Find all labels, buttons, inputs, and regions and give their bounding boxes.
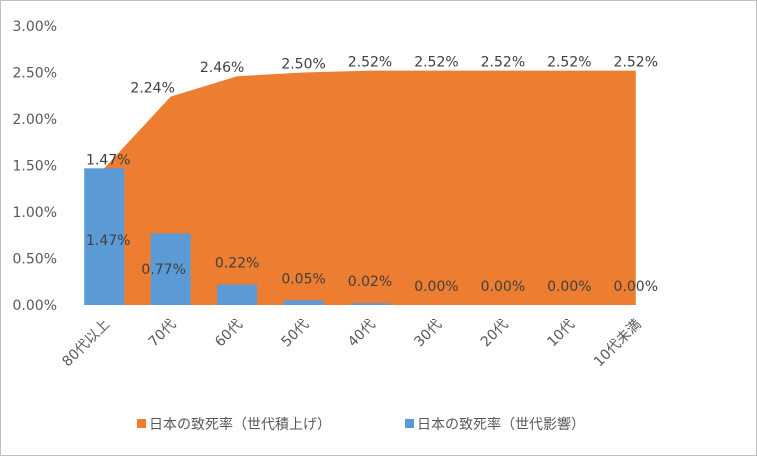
area-series-cumulative [104, 70, 636, 305]
bar-data-label: 0.05% [281, 271, 325, 287]
y-tick-label: 2.00% [13, 112, 57, 128]
x-tick-label: 50代 [279, 317, 313, 351]
area-data-label: 2.46% [200, 60, 244, 76]
legend-label: 日本の致死率（世代積上げ） [149, 416, 331, 433]
bar-data-label: 0.02% [348, 274, 392, 290]
area-data-label: 2.52% [481, 55, 525, 71]
bar-data-label: 0.00% [481, 279, 525, 295]
area-data-label: 1.47% [86, 152, 130, 168]
area-data-label: 2.52% [547, 55, 591, 71]
y-tick-label: 1.50% [13, 159, 57, 175]
legend-swatch [137, 419, 146, 428]
bar-4 [283, 300, 324, 305]
y-tick-label: 0.50% [13, 252, 57, 268]
x-tick-label: 80代以上 [59, 317, 113, 371]
bar-3 [217, 284, 258, 305]
x-tick-label: 60代 [212, 317, 246, 351]
y-tick-label: 2.50% [13, 66, 57, 82]
bar-5 [350, 303, 390, 305]
area-data-label: 2.52% [614, 55, 658, 71]
bar-data-label: 0.22% [215, 256, 259, 272]
area-data-label: 2.24% [130, 81, 174, 97]
area-data-label: 2.52% [414, 55, 458, 71]
bar-data-label: 0.00% [614, 279, 658, 295]
legend-swatch [405, 419, 414, 428]
legend-item-cumulative: 日本の致死率（世代積上げ） [137, 416, 331, 433]
area-data-label: 2.52% [348, 55, 392, 71]
x-tick-label: 10代 [544, 317, 578, 351]
x-tick-label: 40代 [345, 317, 379, 351]
bar-data-label: 0.00% [547, 279, 591, 295]
bar-1 [84, 168, 125, 305]
bar-data-label: 0.00% [414, 279, 458, 295]
bar-data-label: 0.77% [141, 262, 185, 278]
legend-item-by-generation: 日本の致死率（世代影響） [405, 416, 585, 433]
y-tick-label: 1.00% [13, 205, 57, 221]
bar-data-label: 1.47% [86, 233, 130, 249]
area-data-label: 2.50% [281, 57, 325, 73]
bar-2 [150, 233, 191, 305]
legend-label: 日本の致死率（世代影響） [417, 416, 585, 433]
y-tick-label: 0.00% [13, 298, 57, 314]
x-tick-label: 30代 [411, 317, 445, 351]
y-tick-label: 3.00% [13, 19, 57, 35]
x-tick-label: 10代未満 [591, 317, 645, 371]
x-tick-label: 20代 [478, 317, 512, 351]
x-tick-label: 70代 [146, 317, 180, 351]
